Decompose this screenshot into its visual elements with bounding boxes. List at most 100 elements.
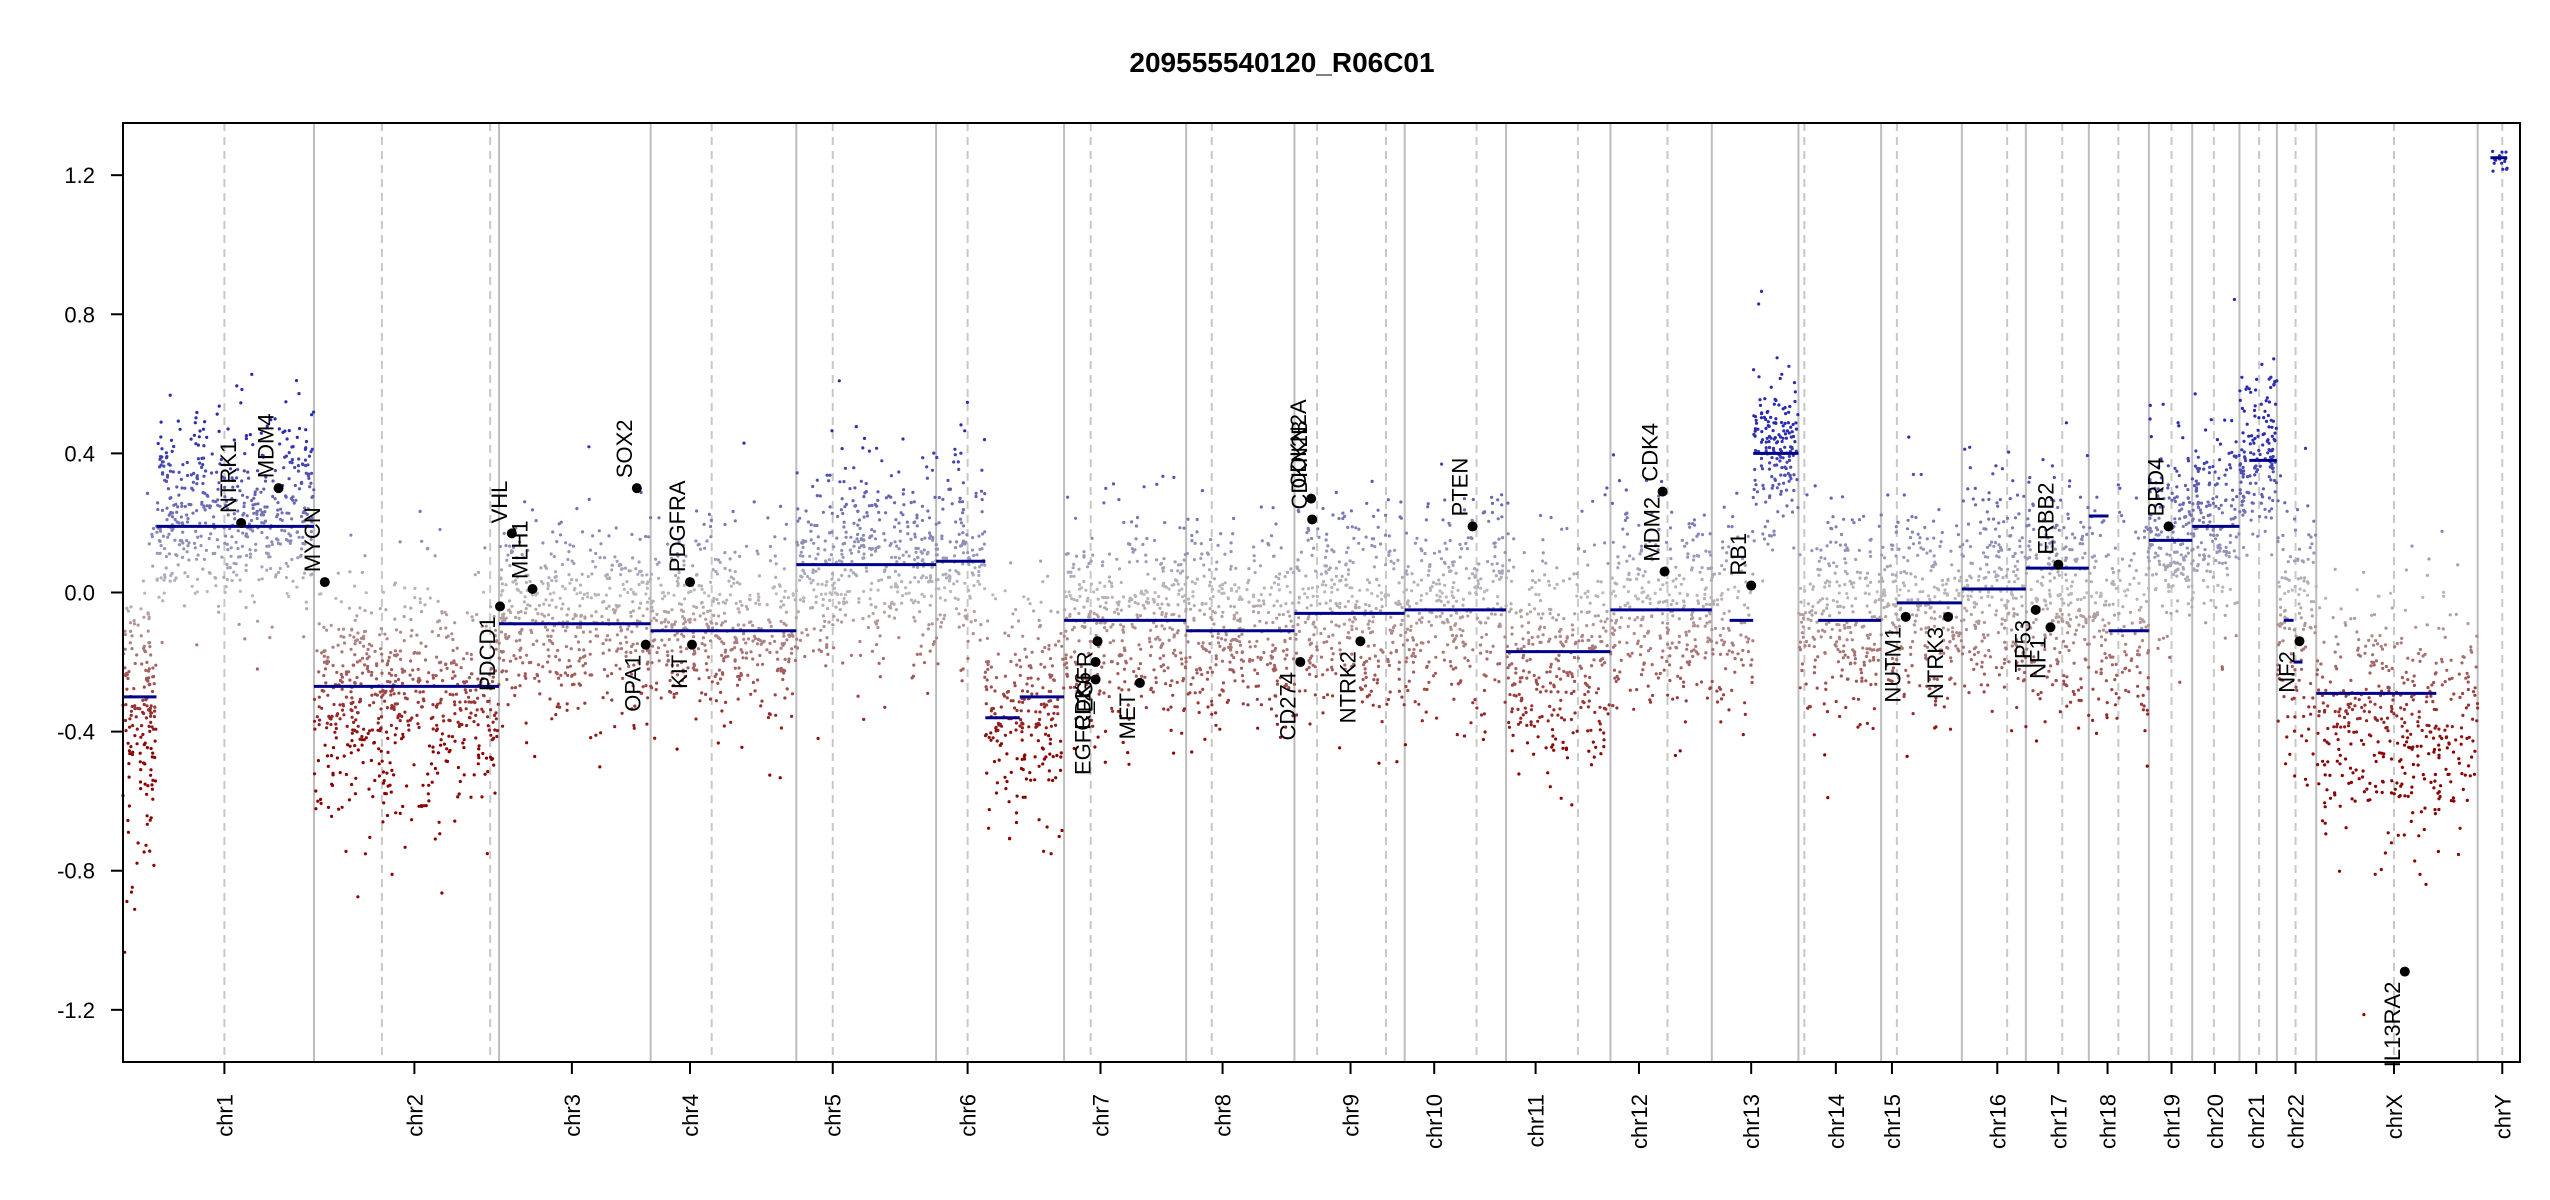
probe-point: [785, 687, 789, 691]
probe-point: [862, 552, 866, 556]
probe-point: [1628, 605, 1632, 609]
probe-point: [362, 634, 366, 639]
probe-point: [1024, 777, 1028, 781]
probe-point: [270, 542, 274, 547]
probe-point: [251, 529, 255, 533]
probe-point: [734, 637, 738, 641]
probe-point: [774, 575, 778, 580]
probe-point: [1229, 648, 1233, 652]
probe-point: [1103, 584, 1107, 588]
probe-point: [994, 729, 998, 733]
probe-point: [1538, 640, 1542, 645]
probe-point: [1680, 538, 1684, 543]
probe-point: [902, 488, 906, 492]
probe-point: [569, 647, 573, 651]
probe-point: [870, 649, 875, 653]
probe-point: [1175, 680, 1179, 685]
probe-point: [1197, 710, 1201, 715]
probe-point: [1009, 659, 1013, 664]
probe-point: [727, 579, 731, 583]
probe-point: [238, 578, 242, 582]
probe-point: [1267, 543, 1271, 547]
probe-point: [1040, 649, 1044, 654]
probe-point: [208, 504, 212, 508]
probe-point: [430, 630, 434, 634]
probe-point: [297, 457, 301, 461]
probe-point: [991, 593, 995, 597]
probe-point: [1462, 508, 1467, 512]
probe-point: [1139, 647, 1143, 651]
probe-point: [1532, 752, 1536, 756]
probe-point: [840, 620, 844, 624]
probe-point: [852, 521, 856, 525]
probe-point: [1386, 593, 1391, 597]
probe-point: [547, 603, 551, 607]
probe-point: [1493, 545, 1497, 549]
probe-point: [867, 504, 872, 508]
probe-point: [1408, 604, 1412, 609]
probe-point: [392, 707, 396, 712]
probe-point: [445, 666, 449, 671]
probe-point: [1513, 682, 1517, 686]
probe-point: [966, 656, 970, 661]
probe-point: [1675, 646, 1679, 650]
probe-point: [605, 691, 609, 695]
probe-point: [238, 589, 242, 594]
probe-point: [1207, 568, 1212, 572]
probe-point: [1404, 660, 1408, 664]
probe-point: [501, 724, 505, 728]
probe-point: [1497, 680, 1501, 684]
probe-point: [153, 709, 157, 713]
probe-point: [1027, 725, 1031, 729]
probe-point: [1592, 658, 1596, 662]
probe-point: [874, 605, 878, 609]
probe-point: [723, 619, 728, 623]
probe-point: [1708, 532, 1712, 536]
probe-point: [1142, 485, 1146, 489]
probe-point: [700, 584, 704, 588]
probe-point: [1593, 614, 1597, 618]
probe-point: [1615, 618, 1619, 623]
probe-point: [1087, 561, 1091, 566]
probe-point: [868, 536, 872, 540]
probe-point: [1454, 646, 1458, 650]
probe-point: [1285, 648, 1289, 652]
probe-point: [303, 447, 307, 451]
probe-point: [472, 720, 476, 724]
probe-point: [1308, 661, 1312, 665]
probe-point: [1339, 578, 1343, 583]
probe-point: [1195, 671, 1199, 675]
probe-point: [1170, 569, 1174, 573]
probe-point: [1240, 674, 1245, 678]
probe-point: [653, 638, 657, 642]
probe-point: [135, 861, 139, 865]
probe-point: [948, 487, 953, 491]
probe-point: [926, 580, 931, 584]
probe-point: [779, 666, 783, 671]
probe-point: [1562, 617, 1566, 621]
probe-point: [697, 542, 701, 546]
probe-point: [802, 599, 806, 603]
probe-point: [1671, 599, 1675, 603]
probe-point: [1084, 588, 1088, 592]
probe-point: [1216, 636, 1220, 640]
probe-point: [435, 705, 439, 709]
probe-point: [511, 545, 516, 550]
probe-point: [377, 762, 381, 766]
probe-point: [1690, 617, 1694, 621]
probe-point: [360, 734, 364, 739]
probe-point: [1087, 651, 1091, 656]
probe-point: [769, 624, 773, 629]
probe-point: [1251, 658, 1255, 662]
probe-point: [733, 641, 737, 645]
probe-point: [1055, 705, 1059, 709]
probe-point: [809, 538, 813, 542]
probe-point: [1374, 606, 1378, 611]
probe-point: [1127, 599, 1131, 603]
probe-point: [148, 645, 152, 649]
probe-point: [355, 614, 359, 618]
probe-point: [578, 604, 582, 608]
probe-point: [1384, 595, 1388, 599]
probe-point: [331, 771, 335, 775]
probe-point: [1327, 568, 1331, 572]
